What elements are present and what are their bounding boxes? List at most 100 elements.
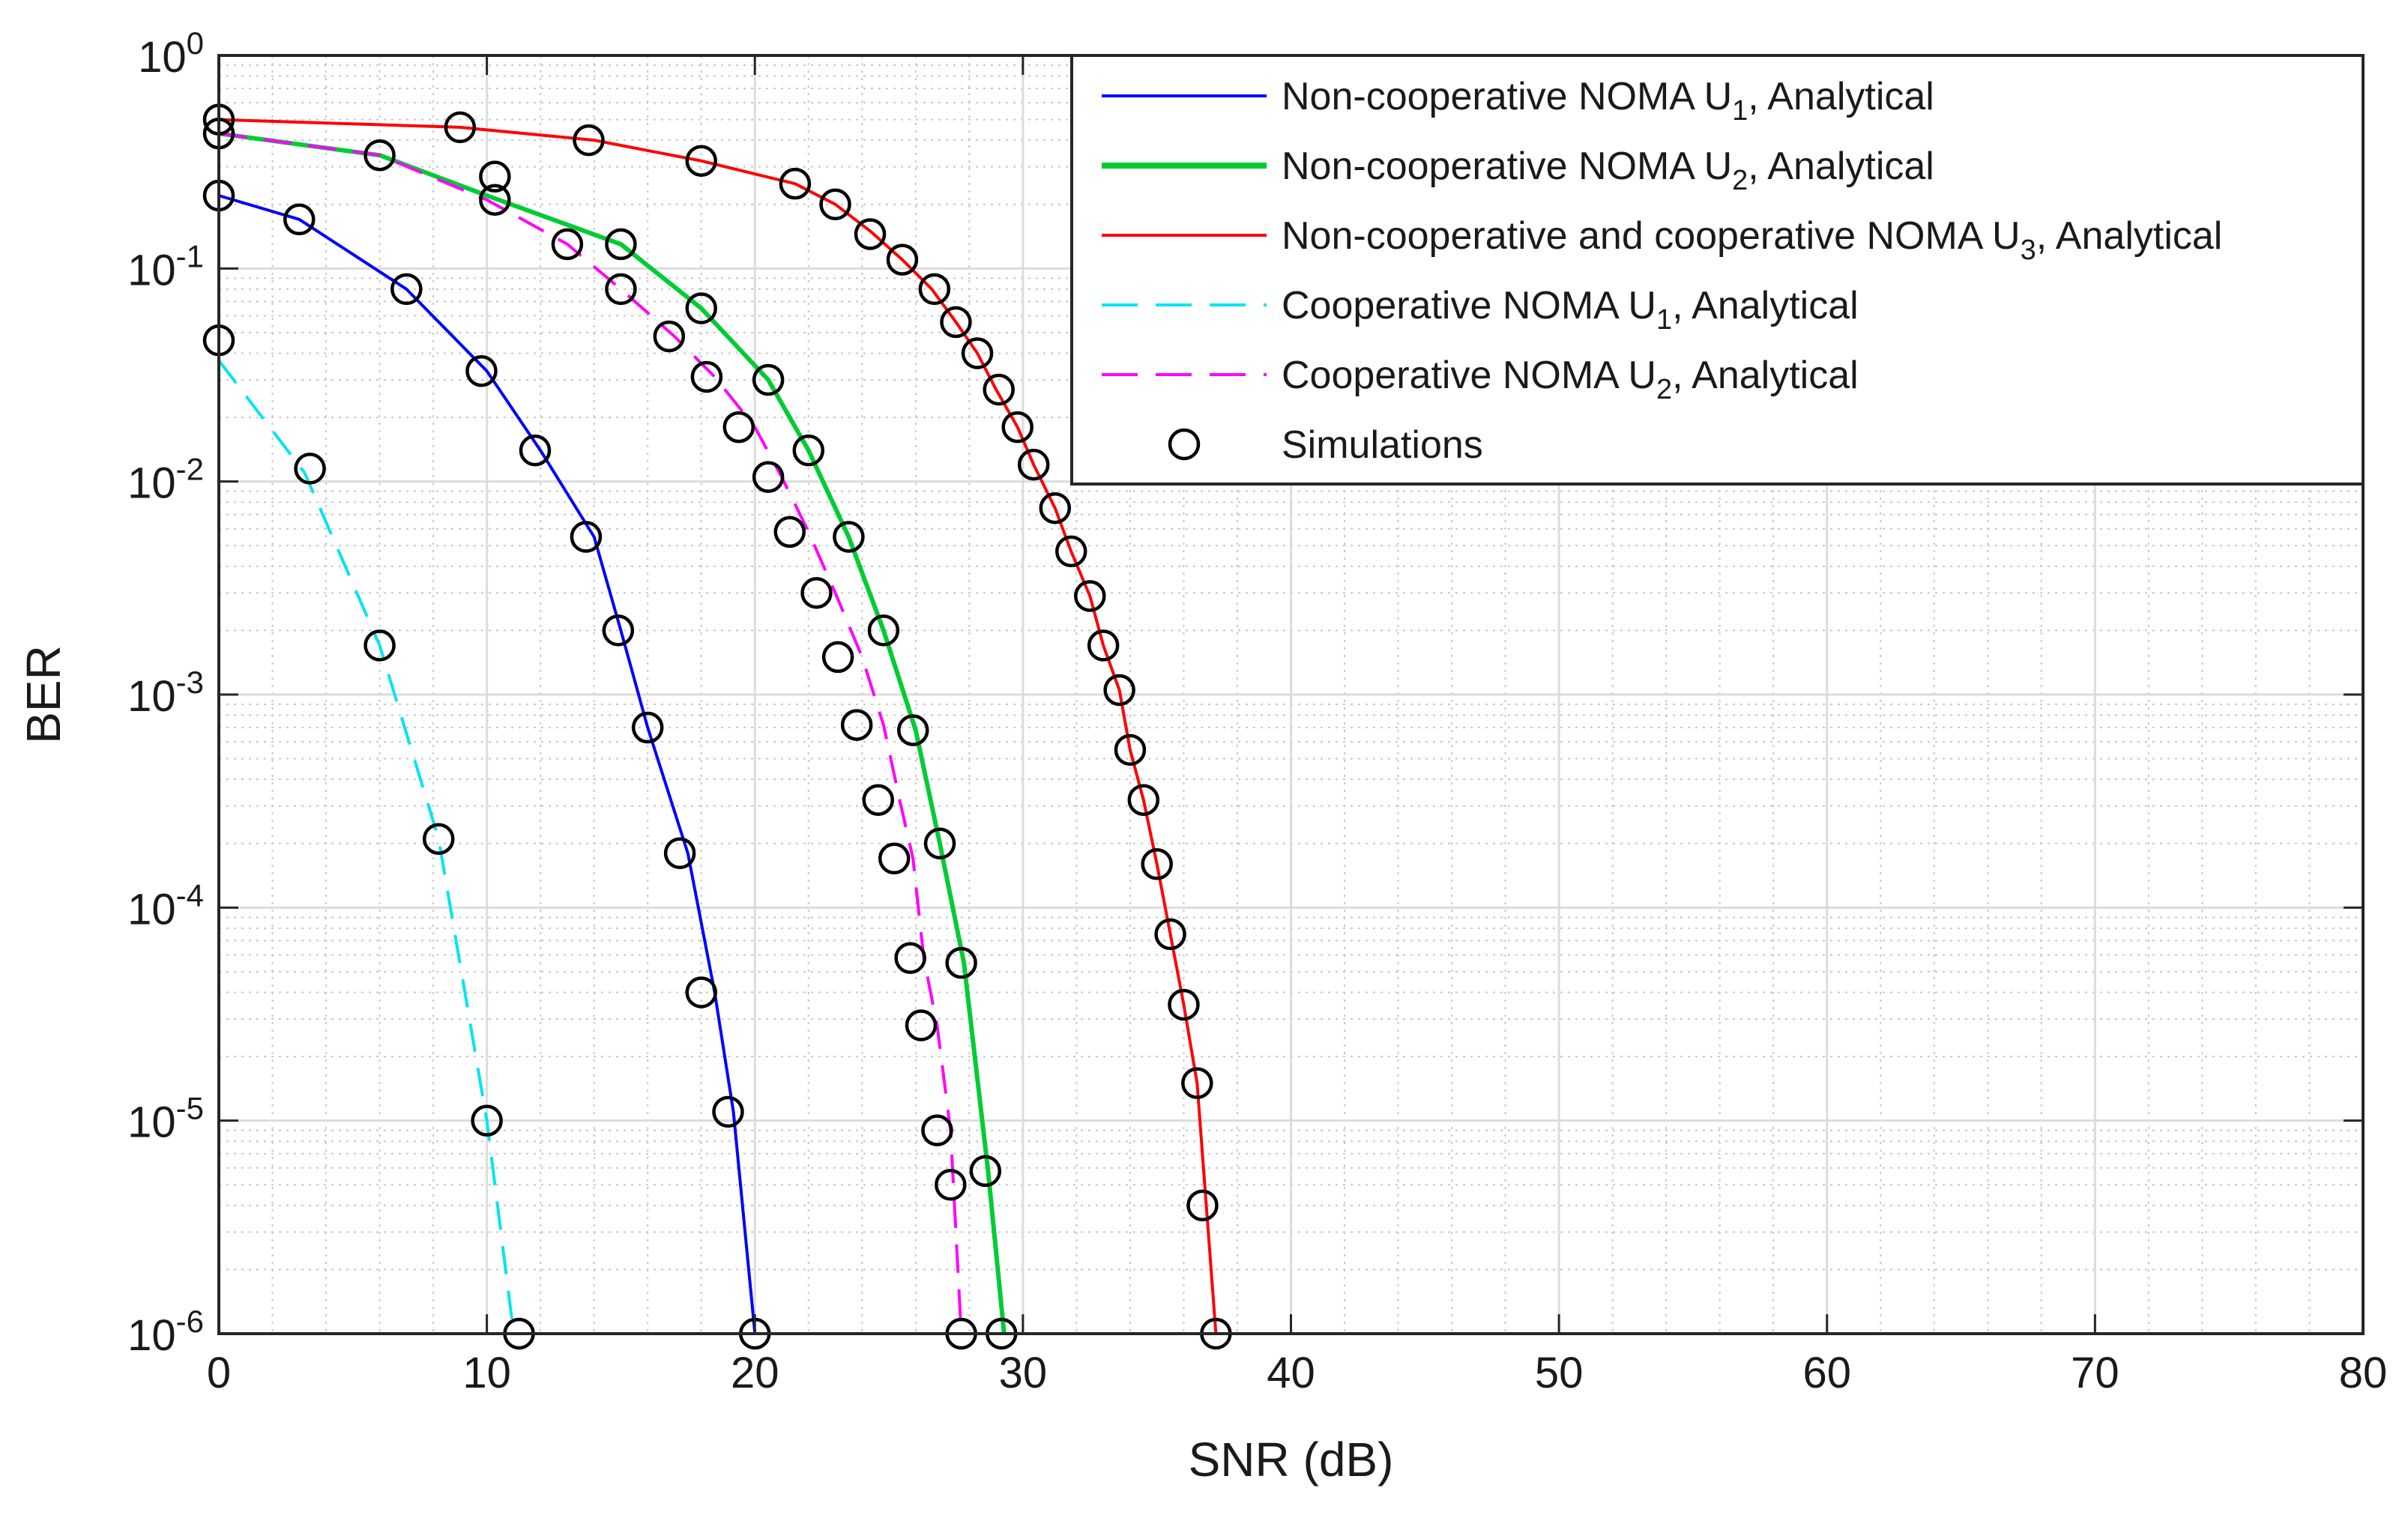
series-line-ncc-u3: [218, 118, 1218, 1334]
simulation-marker: [969, 1155, 1002, 1188]
x-tick-label: 80: [2339, 1349, 2388, 1397]
legend-label-c-u1: Cooperative NOMA U1, Analytical: [1282, 284, 1859, 336]
simulation-marker: [363, 629, 396, 662]
simulation-marker: [1001, 411, 1033, 444]
y-tick-base: 10: [127, 459, 176, 508]
simulation-marker: [878, 842, 911, 875]
y-tick-label: 10-5: [127, 1091, 204, 1147]
simulation-marker: [921, 1114, 953, 1146]
y-tick-label: 10-1: [127, 238, 204, 294]
simulation-marker: [905, 1009, 938, 1041]
legend-text-part: , Analytical: [2036, 214, 2223, 258]
simulation-marker: [940, 306, 972, 339]
simulation-marker: [752, 363, 785, 396]
simulation-marker: [605, 273, 637, 306]
simulation-marker: [800, 577, 833, 609]
legend-text-part: , Analytical: [1748, 75, 1934, 118]
x-tick-label: 50: [1535, 1349, 1584, 1397]
simulation-marker: [573, 124, 605, 157]
simulation-marker: [1154, 918, 1186, 951]
simulation-marker: [896, 714, 929, 746]
y-tick-base: 10: [127, 1311, 176, 1360]
simulation-marker: [423, 823, 455, 855]
legend-text-part: Cooperative NOMA U: [1282, 284, 1656, 327]
simulation-marker: [961, 337, 994, 369]
simulation-marker: [840, 709, 873, 741]
simulation-marker: [918, 273, 951, 306]
simulation-marker: [773, 515, 806, 548]
simulation-marker: [854, 218, 887, 250]
simulation-marker: [1168, 988, 1200, 1021]
legend-label-c-u2: Cooperative NOMA U2, Analytical: [1282, 354, 1859, 405]
y-tick-exponent: -5: [176, 1091, 204, 1126]
simulation-marker: [479, 184, 511, 216]
series-line-nc-u1: [218, 194, 757, 1334]
legend-text-part: , Analytical: [1748, 145, 1934, 188]
legend-text-part: Non-cooperative NOMA U: [1282, 75, 1732, 118]
simulation-marker: [471, 1104, 503, 1137]
y-tick-base: 10: [127, 1098, 176, 1147]
simulation-marker: [653, 320, 686, 353]
simulation-marker: [294, 453, 326, 485]
simulation-marker: [1181, 1067, 1213, 1099]
x-tick-label: 40: [1267, 1349, 1315, 1397]
legend-text-part: Non-cooperative and cooperative NOMA U: [1282, 214, 2021, 258]
y-tick-base: 10: [127, 672, 176, 721]
y-tick-base: 10: [127, 885, 176, 934]
simulation-marker: [983, 373, 1015, 406]
y-tick-label: 10-3: [127, 665, 204, 721]
simulation-marker: [1103, 674, 1135, 707]
simulation-marker: [602, 614, 635, 647]
y-tick-exponent: -2: [176, 452, 204, 487]
legend-text-part: Cooperative NOMA U: [1282, 354, 1656, 397]
simulation-marker: [1114, 734, 1147, 766]
legend-label-nc-u2: Non-cooperative NOMA U2, Analytical: [1282, 145, 1934, 196]
y-tick-exponent: -1: [176, 238, 204, 273]
simulation-marker: [862, 784, 895, 816]
simulation-marker: [833, 521, 865, 553]
simulation-marker: [722, 411, 755, 444]
x-tick-labels: 0 10 20 30 40 50 60 70 80: [207, 1349, 2387, 1397]
simulation-marker: [663, 837, 696, 870]
simulation-marker: [1127, 784, 1160, 816]
simulation-marker: [923, 827, 956, 859]
legend-swatch-simulations: [1168, 428, 1201, 461]
simulation-marker: [605, 228, 637, 261]
simulation-marker: [712, 1095, 744, 1128]
y-tick-exponent: -4: [176, 877, 204, 913]
y-tick-exponent: 0: [187, 25, 204, 61]
y-axis-title: BER: [16, 645, 70, 744]
simulation-marker: [1141, 848, 1173, 880]
simulation-marker: [1054, 535, 1087, 568]
simulation-marker: [685, 976, 717, 1009]
simulation-marker: [1074, 580, 1106, 612]
series-line-c-u1: [217, 359, 516, 1334]
x-tick-label: 0: [207, 1349, 231, 1397]
y-tick-label: 10-4: [127, 877, 204, 934]
y-tick-exponent: -3: [176, 665, 204, 700]
legend-subscript: 1: [1656, 304, 1672, 336]
y-tick-base: 10: [138, 33, 187, 82]
simulation-marker: [1039, 492, 1072, 524]
simulation-marker: [479, 160, 511, 193]
simulation-marker: [390, 273, 423, 306]
x-tick-label: 20: [731, 1349, 779, 1397]
legend-subscript: 3: [2021, 235, 2036, 266]
y-tick-label: 100: [138, 25, 204, 82]
legend: Non-cooperative NOMA U1, AnalyticalNon-c…: [1070, 54, 2365, 486]
simulation-marker: [886, 244, 919, 276]
y-tick-label: 10-6: [127, 1304, 204, 1360]
simulation-marker: [819, 188, 851, 220]
simulation-marker: [551, 228, 584, 261]
simulation-marker: [894, 942, 926, 974]
legend-text-part: , Analytical: [1672, 354, 1859, 397]
legend-text-part: , Analytical: [1672, 284, 1859, 327]
simulation-marker: [1186, 1189, 1219, 1222]
simulation-marker: [685, 145, 717, 177]
x-tick-label: 30: [999, 1349, 1048, 1397]
simulation-marker: [519, 434, 552, 467]
simulation-marker: [867, 614, 900, 647]
simulation-marker: [1087, 629, 1120, 662]
